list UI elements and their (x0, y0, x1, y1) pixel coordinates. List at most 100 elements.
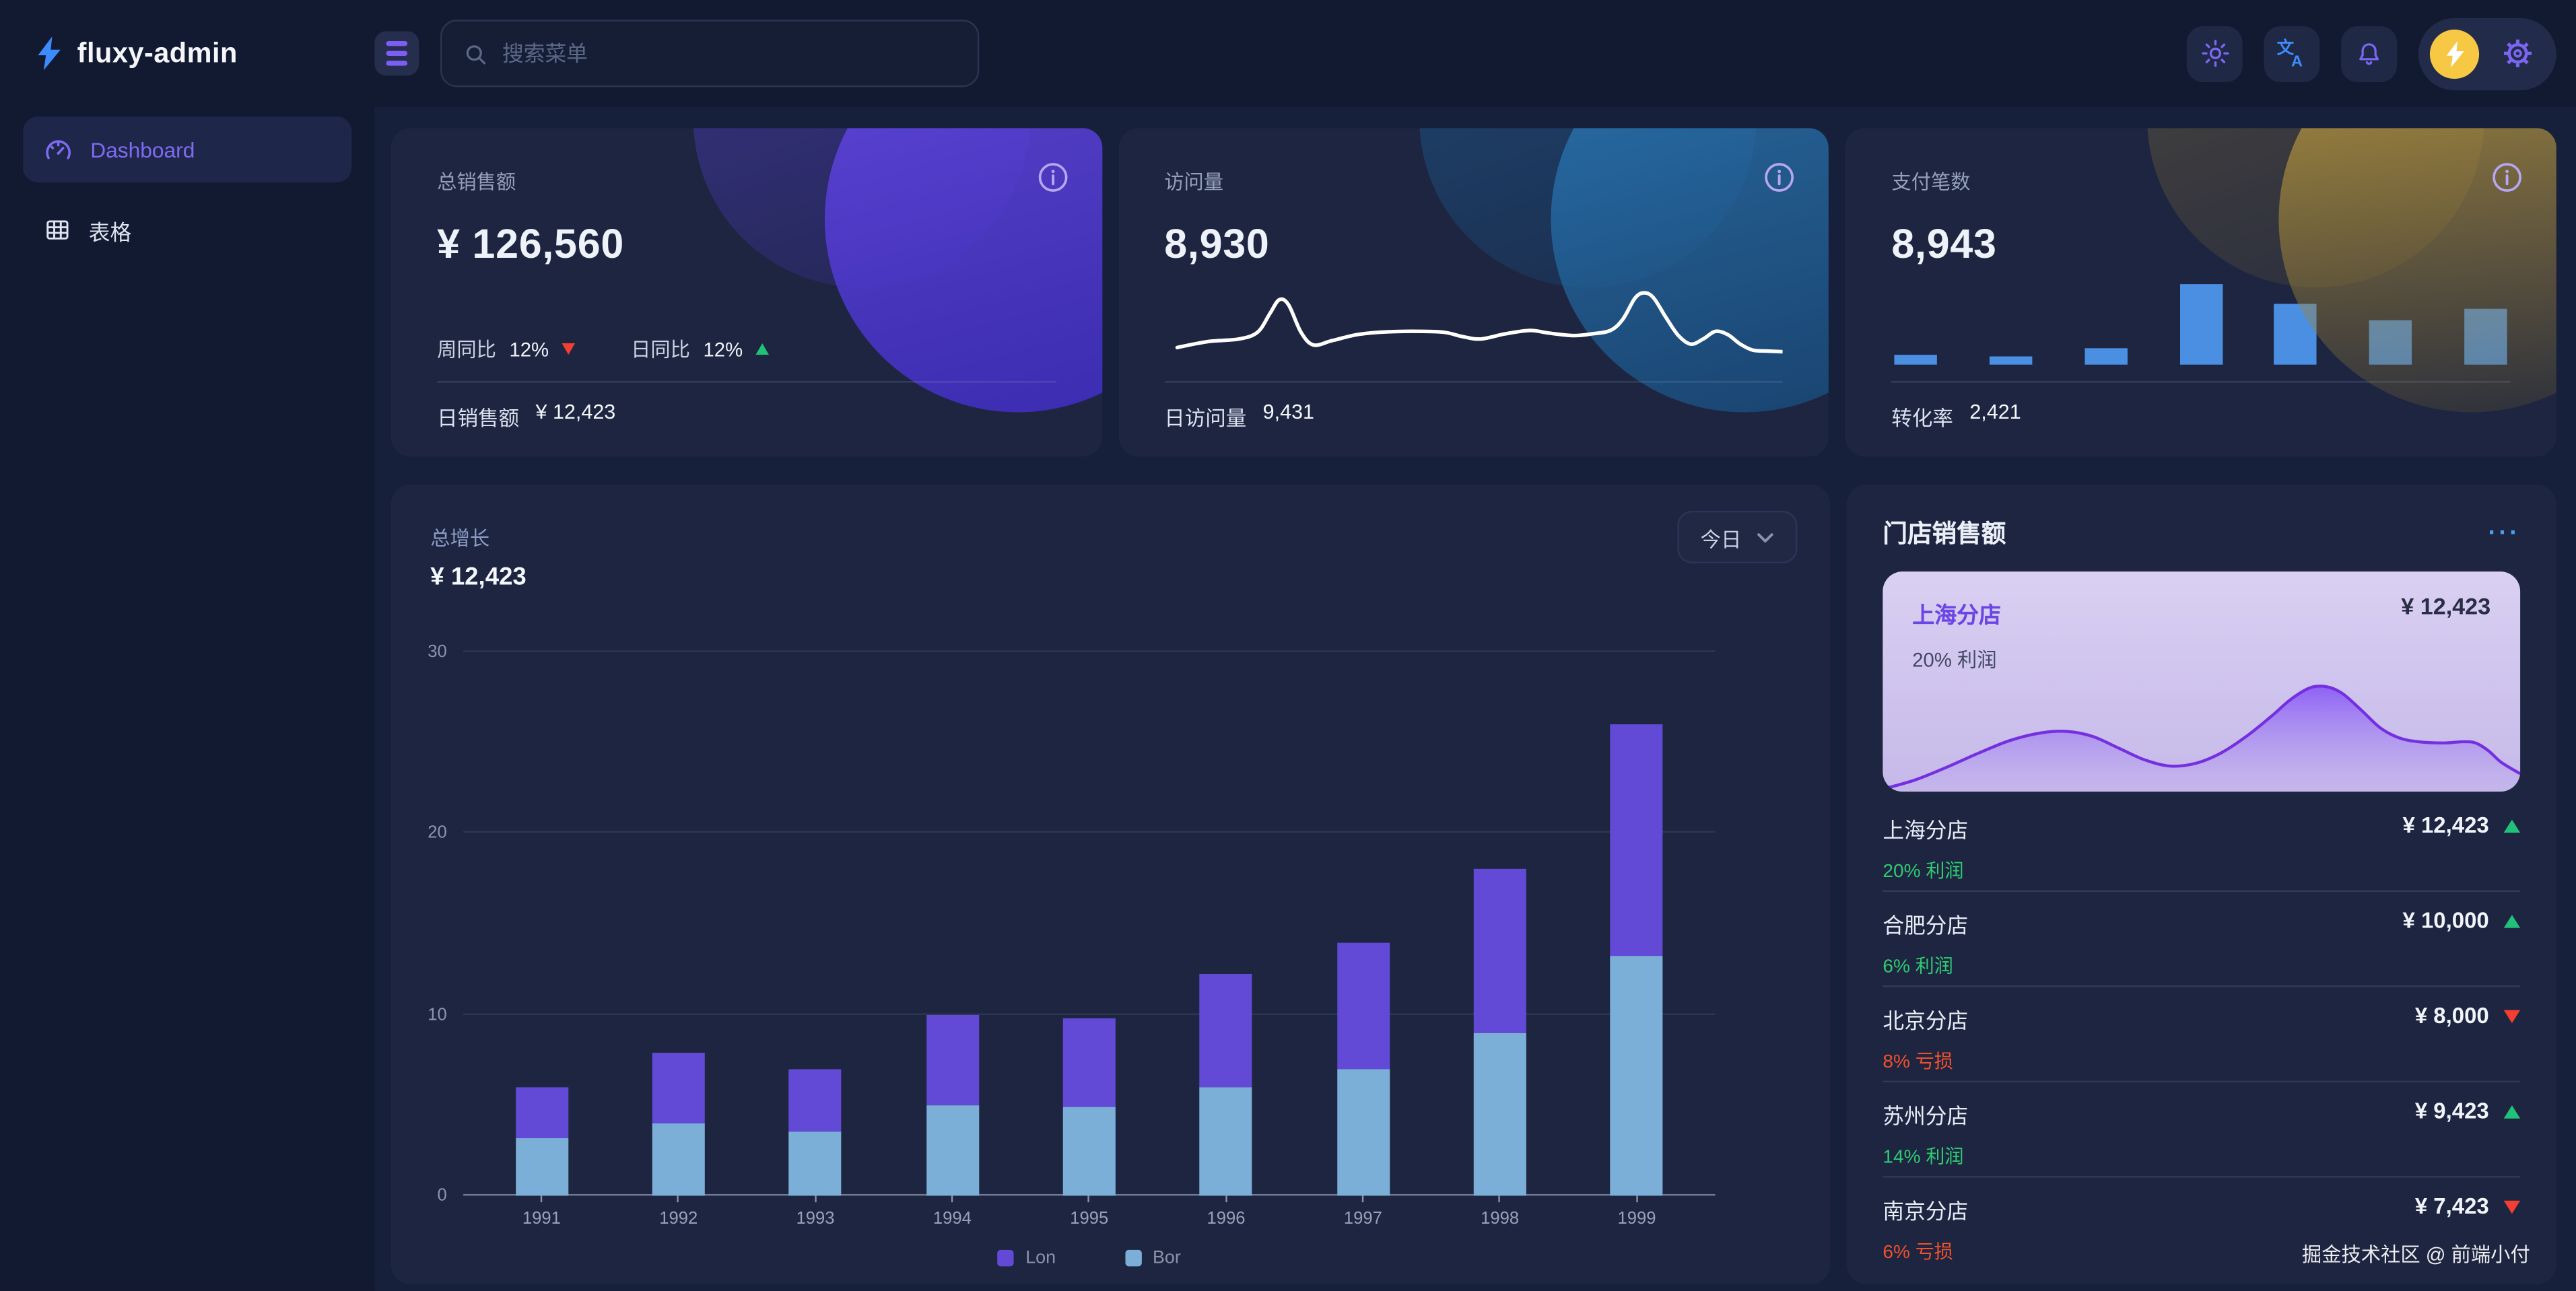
bar-segment-lon (1336, 942, 1390, 1070)
table-icon (44, 217, 71, 243)
language-button[interactable]: 文 A (2264, 25, 2320, 81)
bar-column[interactable]: 1997 (1295, 652, 1431, 1228)
sidebar: Dashboard 表格 (0, 107, 374, 1291)
bar-segment-lon (1199, 975, 1253, 1087)
total-sales-card: 总销售额 ¥ 126,560 周同比 12% 日同比 12% (391, 128, 1102, 457)
date-range-select[interactable]: 今日 (1677, 510, 1798, 563)
bar-column[interactable]: 1999 (1568, 652, 1705, 1228)
legend-item: Lon (997, 1248, 1056, 1268)
bar-column[interactable]: 1994 (884, 652, 1021, 1228)
info-icon (1765, 163, 1794, 192)
bar-segment-bor (1473, 1033, 1526, 1196)
store-list: 上海分店 20% 利润 ¥ 12,423 合肥分店 6% 利润 ¥ 10,000 北京分店 8… (1883, 796, 2521, 1273)
trend-metric: 周同比 12% (437, 335, 576, 363)
brand: fluxy-admin (0, 36, 374, 71)
card-value: 8,930 (1164, 221, 1270, 268)
value-text: ¥ 12,423 (2402, 812, 2489, 838)
store-item-note: 6% 利润 (1883, 957, 1953, 977)
footer-label: 转化率 (1891, 407, 1953, 431)
trend-up-icon (2503, 818, 2521, 832)
x-axis-tick (1362, 1195, 1364, 1203)
metric-value: 12% (703, 337, 743, 361)
store-sales-card: 门店销售额 ··· 上海分店 ¥ 12,423 20% 利润 上海分店 20% 利… (1846, 484, 2556, 1285)
sidebar-item-dashboard[interactable]: Dashboard (23, 116, 352, 182)
svg-text:A: A (2291, 53, 2302, 70)
sidebar-item-label: Dashboard (90, 137, 195, 162)
bar-column[interactable]: 1998 (1431, 652, 1568, 1228)
trend-metric: 日同比 12% (631, 335, 770, 363)
card-value: 8,943 (1891, 221, 1997, 268)
bar-segment-lon (789, 1069, 842, 1133)
info-button[interactable] (1763, 161, 1796, 194)
growth-chart-card: 总增长 ¥ 12,423 今日 0 10 20 30 1991 1992 1993 1994 1… (391, 484, 1831, 1285)
y-axis-label: 10 (428, 1004, 447, 1024)
info-button[interactable] (2490, 161, 2523, 194)
x-axis-label: 1998 (1481, 1208, 1520, 1229)
chart-legend: Lon Bor (463, 1248, 1715, 1268)
store-list-item[interactable]: 北京分店 8% 亏损 ¥ 8,000 (1883, 987, 2521, 1083)
bar-column[interactable]: 1995 (1021, 652, 1157, 1228)
card-footer: 日销售额 ¥ 12,423 (437, 400, 615, 431)
trend-up-icon (2503, 913, 2521, 928)
growth-title: 总增长 (430, 527, 490, 551)
store-item-info: 南京分店 6% 亏损 (1883, 1194, 1968, 1265)
sun-icon (2201, 40, 2229, 67)
hamburger-icon (386, 41, 408, 46)
search-box[interactable] (440, 20, 980, 88)
value-text: ¥ 9,423 (2414, 1098, 2489, 1124)
store-list-item[interactable]: 苏州分店 14% 利润 ¥ 9,423 (1883, 1082, 2521, 1178)
store-item-name: 南京分店 (1883, 1199, 1969, 1224)
y-axis-label: 0 (437, 1185, 447, 1206)
card-title: 支付笔数 (1891, 170, 1971, 194)
legend-swatch (1124, 1249, 1141, 1267)
avatar[interactable] (2429, 28, 2480, 78)
search-input[interactable] (502, 41, 957, 66)
bar-segment-bor (789, 1132, 842, 1196)
bar-column[interactable]: 1993 (747, 652, 883, 1228)
settings-button[interactable] (2501, 36, 2535, 71)
store-item-name: 合肥分店 (1883, 913, 1969, 938)
x-axis-label: 1991 (522, 1208, 561, 1229)
trend-up-icon (755, 343, 770, 355)
x-axis-tick (1088, 1195, 1090, 1203)
bell-icon (2359, 42, 2379, 65)
store-item-info: 苏州分店 14% 利润 (1883, 1098, 1968, 1169)
x-axis-label: 1995 (1070, 1208, 1109, 1229)
lightning-avatar-icon (2445, 40, 2464, 67)
store-card-title: 门店销售额 (1883, 520, 2006, 549)
menu-toggle-button[interactable] (374, 31, 419, 76)
store-list-item[interactable]: 南京分店 6% 亏损 ¥ 7,423 (1883, 1178, 2521, 1273)
bar-column[interactable]: 1992 (610, 652, 747, 1228)
store-item-info: 合肥分店 6% 利润 (1883, 908, 1968, 979)
card-footer: 日访问量 9,431 (1164, 400, 1314, 431)
metric-label: 周同比 (437, 338, 496, 361)
visits-card: 访问量 8,930 日访问量 (1118, 128, 1829, 457)
store-value: ¥ 12,423 (2401, 592, 2491, 619)
mini-bar (2274, 304, 2317, 365)
store-item-value: ¥ 12,423 (2402, 812, 2521, 838)
store-profit: 20% 利润 (1912, 648, 1997, 672)
top-store-highlight[interactable]: 上海分店 ¥ 12,423 20% 利润 (1883, 571, 2521, 792)
bar-segment-lon (1473, 869, 1526, 1033)
notifications-button[interactable] (2341, 25, 2398, 81)
growth-value: ¥ 12,423 (430, 563, 527, 592)
footer-value: 9,431 (1262, 400, 1315, 424)
info-button[interactable] (1036, 161, 1069, 194)
x-axis-tick (677, 1195, 679, 1203)
bar-segment-bor (1199, 1086, 1253, 1196)
store-item-value: ¥ 10,000 (2402, 908, 2521, 933)
bar-column[interactable]: 1996 (1157, 652, 1294, 1228)
bar-segment-bor (652, 1123, 705, 1196)
stats-row: 总销售额 ¥ 126,560 周同比 12% 日同比 12% (391, 128, 2556, 457)
sidebar-item-表格[interactable]: 表格 (23, 197, 351, 263)
store-list-item[interactable]: 合肥分店 6% 利润 ¥ 10,000 (1883, 892, 2521, 987)
bar-segment-lon (515, 1086, 568, 1138)
store-list-item[interactable]: 上海分店 20% 利润 ¥ 12,423 (1883, 796, 2521, 892)
theme-toggle-button[interactable] (2186, 25, 2243, 81)
card-title: 访问量 (1164, 170, 1224, 194)
chevron-down-icon (1757, 532, 1773, 542)
more-icon[interactable]: ··· (2488, 519, 2521, 547)
x-axis-label: 1999 (1617, 1208, 1656, 1229)
payments-card: 支付笔数 8,943 转化率 (1845, 128, 2556, 457)
bar-column[interactable]: 1991 (473, 652, 610, 1228)
